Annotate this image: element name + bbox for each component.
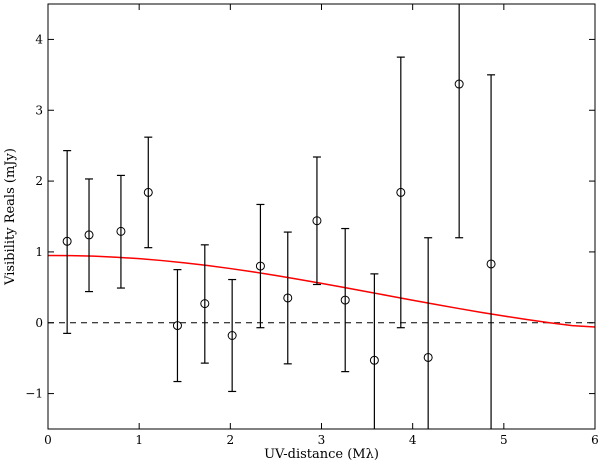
data-point-16 [486, 259, 496, 269]
data-point-2 [84, 230, 94, 240]
x-tick-label-4: 4 [409, 433, 417, 447]
plot-frame [47, 3, 596, 430]
data-point-3 [116, 226, 126, 236]
data-point-11 [340, 295, 350, 305]
y-tick-label-2: 1 [35, 245, 43, 259]
data-point-4 [143, 187, 153, 197]
x-tick-label-3: 3 [318, 433, 326, 447]
model-curve [48, 254, 595, 328]
data-point-5 [172, 321, 182, 331]
data-point-1 [62, 236, 72, 246]
y-axis-label: Visibility Reals (mJy) [3, 148, 18, 286]
x-tick-label-6: 6 [591, 433, 599, 447]
plot-area [48, 4, 595, 429]
data-point-7 [227, 331, 237, 340]
y-tick-label-3: 2 [35, 174, 43, 188]
data-point-9 [283, 293, 293, 303]
data-point-6 [200, 299, 210, 309]
x-tick-label-0: 0 [44, 433, 52, 447]
data-point-10 [312, 216, 322, 226]
x-axis-label: UV-distance (Mλ) [264, 447, 379, 462]
x-tick-label-5: 5 [500, 433, 508, 447]
y-tick-label-1: 0 [35, 316, 43, 330]
x-tick-label-2: 2 [227, 433, 235, 447]
data-point-15 [454, 79, 464, 89]
data-point-13 [396, 187, 406, 197]
y-tick-label-4: 3 [35, 103, 43, 117]
data-point-14 [423, 352, 433, 362]
y-tick-label-0: −1 [25, 387, 43, 401]
y-tick-label-5: 4 [35, 32, 43, 46]
data-point-12 [369, 355, 379, 365]
data-point-8 [255, 261, 265, 271]
x-tick-label-1: 1 [135, 433, 143, 447]
axis-ticks: 0 1 2 3 4 5 6 −1 0 1 2 3 4 [25, 4, 599, 447]
